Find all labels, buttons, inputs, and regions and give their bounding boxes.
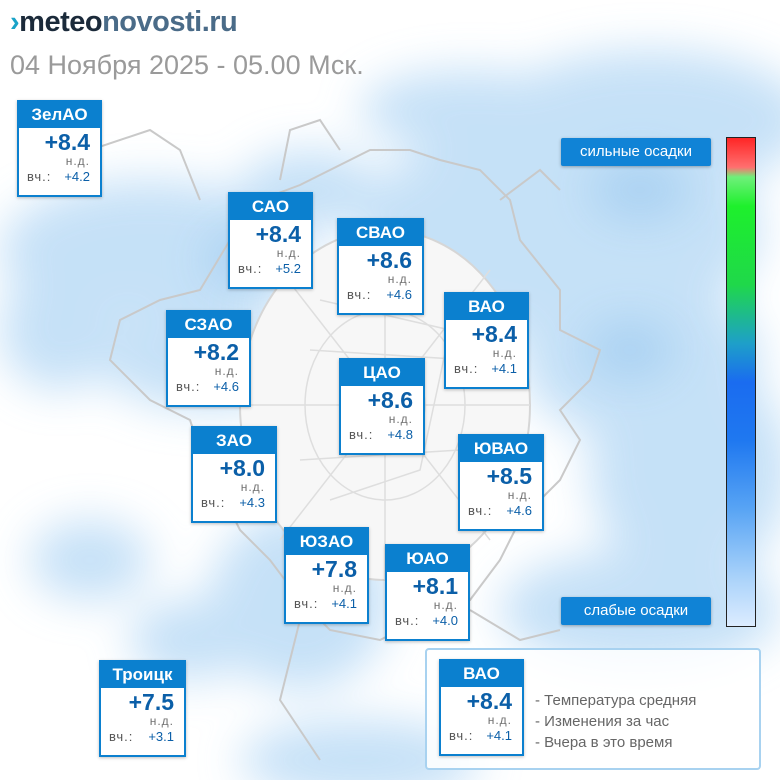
district-temperature: +8.4 — [255, 221, 301, 247]
site-logo[interactable]: ›meteonovosti.ru — [10, 6, 238, 38]
hour-change: н.д. — [240, 480, 265, 494]
date-line: 04 Ноября 2025 - 05.00 Мск. — [10, 50, 364, 80]
district-name: ЮАО — [387, 546, 468, 572]
district-name: САО — [230, 194, 311, 220]
district-name: СЗАО — [168, 312, 249, 338]
yesterday-value: +4.3 — [239, 495, 265, 510]
yesterday-value: +4.1 — [486, 728, 512, 743]
district-name: ВАО — [446, 294, 527, 320]
heavy-precip-label: сильные осадки — [561, 138, 711, 166]
light-precip-label: слабые осадки — [561, 597, 711, 625]
district-temperature: +7.5 — [128, 689, 174, 715]
yesterday-label: вч.: — [176, 379, 201, 394]
yesterday-value: +4.6 — [506, 503, 532, 518]
legend-line-hour-change: - Изменения за час — [535, 713, 670, 730]
district-name: ВАО — [441, 661, 522, 687]
district-card-szao: СЗАО +8.2 н.д. вч.: +4.6 — [166, 310, 251, 407]
yesterday-label: вч.: — [395, 613, 420, 628]
legend-line-yesterday: - Вчера в это время — [535, 734, 673, 751]
district-name: ЮЗАО — [286, 529, 367, 555]
hour-change: н.д. — [388, 412, 413, 426]
legend-line-temperature: - Температура средняя — [535, 692, 697, 709]
district-temperature: +8.0 — [219, 455, 265, 481]
district-card-yuzao: ЮЗАО +7.8 н.д. вч.: +4.1 — [284, 527, 369, 624]
district-card-yuao: ЮАО +8.1 н.д. вч.: +4.0 — [385, 544, 470, 641]
district-card-zelao: ЗелАО +8.4 н.д. вч.: +4.2 — [17, 100, 102, 197]
district-card-cao: ЦАО +8.6 н.д. вч.: +4.8 — [339, 358, 425, 455]
hour-change: н.д. — [276, 246, 301, 260]
district-temperature: +7.8 — [311, 556, 357, 582]
yesterday-value: +5.2 — [275, 261, 301, 276]
hour-change: н.д. — [487, 713, 512, 727]
district-card-svao: СВАО +8.6 н.д. вч.: +4.6 — [337, 218, 424, 315]
hour-change: н.д. — [149, 714, 174, 728]
yesterday-label: вч.: — [294, 596, 319, 611]
district-temperature: +8.4 — [471, 321, 517, 347]
district-temperature: +8.2 — [193, 339, 239, 365]
hour-change: н.д. — [65, 154, 90, 168]
district-name: ЦАО — [341, 360, 423, 386]
district-temperature: +8.1 — [412, 573, 458, 599]
district-card-vao: ВАО +8.4 н.д. вч.: +4.1 — [444, 292, 529, 389]
district-name: ЗелАО — [19, 102, 100, 128]
yesterday-label: вч.: — [201, 495, 226, 510]
district-name: Троицк — [101, 662, 184, 688]
yesterday-label: вч.: — [347, 287, 372, 302]
yesterday-value: +4.6 — [213, 379, 239, 394]
yesterday-value: +4.0 — [432, 613, 458, 628]
logo-chevron-icon: › — [10, 6, 20, 38]
district-temperature: +8.4 — [466, 688, 512, 714]
district-temperature: +8.6 — [366, 247, 412, 273]
yesterday-value: +4.1 — [491, 361, 517, 376]
yesterday-label: вч.: — [468, 503, 493, 518]
legend-explanations: - Температура средняя - Изменения за час… — [535, 690, 696, 753]
district-name: ЗАО — [193, 428, 275, 454]
yesterday-label: вч.: — [27, 169, 52, 184]
district-temperature: +8.6 — [367, 387, 413, 413]
hour-change: н.д. — [214, 364, 239, 378]
yesterday-value: +3.1 — [148, 729, 174, 744]
yesterday-label: вч.: — [449, 728, 474, 743]
precipitation-color-scale — [726, 137, 756, 627]
yesterday-value: +4.1 — [331, 596, 357, 611]
yesterday-label: вч.: — [109, 729, 134, 744]
yesterday-value: +4.6 — [386, 287, 412, 302]
district-temperature: +8.4 — [44, 129, 90, 155]
district-card-troitsk: Троицк +7.5 н.д. вч.: +3.1 — [99, 660, 186, 757]
legend-sample-card: ВАО +8.4 н.д. вч.: +4.1 — [439, 659, 524, 756]
yesterday-label: вч.: — [454, 361, 479, 376]
hour-change: н.д. — [492, 346, 517, 360]
district-temperature: +8.5 — [486, 463, 532, 489]
yesterday-label: вч.: — [349, 427, 374, 442]
yesterday-value: +4.2 — [64, 169, 90, 184]
hour-change: н.д. — [387, 272, 412, 286]
district-card-sao: САО +8.4 н.д. вч.: +5.2 — [228, 192, 313, 289]
hour-change: н.д. — [332, 581, 357, 595]
yesterday-value: +4.8 — [387, 427, 413, 442]
district-card-zao: ЗАО +8.0 н.д. вч.: +4.3 — [191, 426, 277, 523]
hour-change: н.д. — [507, 488, 532, 502]
hour-change: н.д. — [433, 598, 458, 612]
yesterday-label: вч.: — [238, 261, 263, 276]
district-card-yuvao: ЮВАО +8.5 н.д. вч.: +4.6 — [458, 434, 544, 531]
district-name: СВАО — [339, 220, 422, 246]
district-name: ЮВАО — [460, 436, 542, 462]
